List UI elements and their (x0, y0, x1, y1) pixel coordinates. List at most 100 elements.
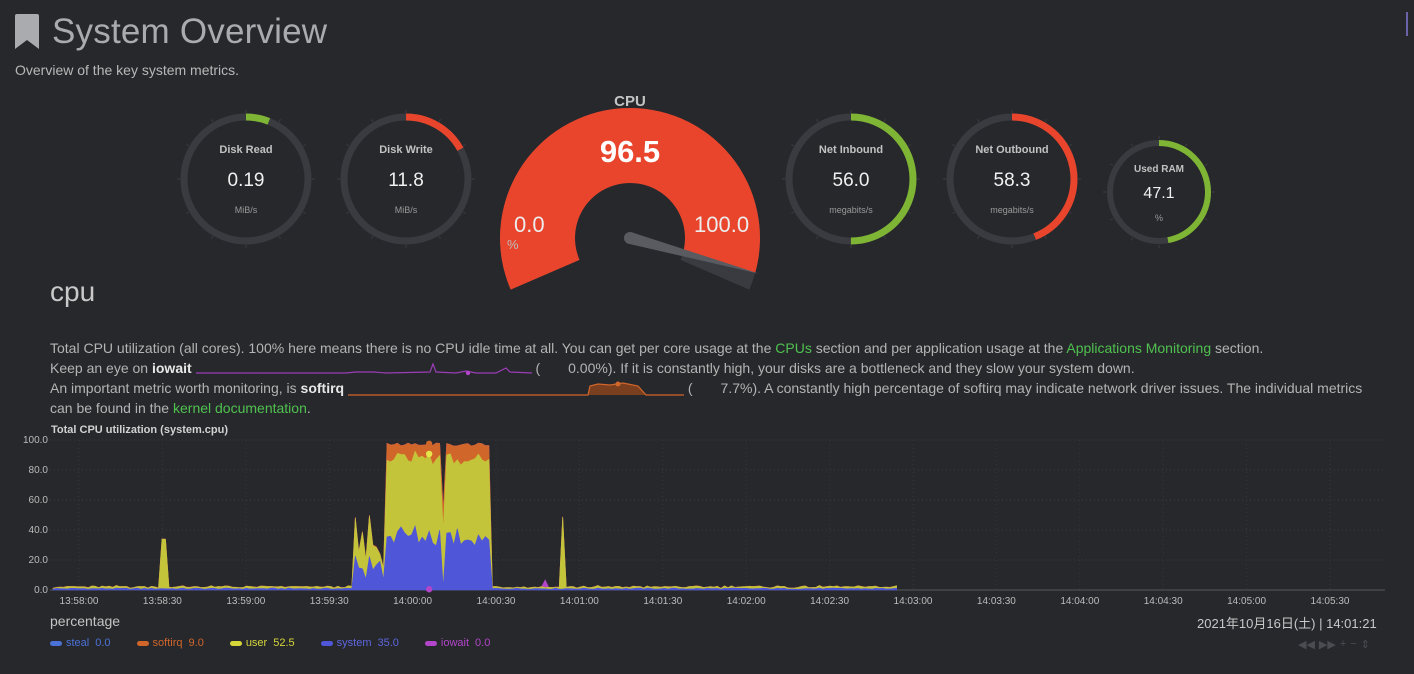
legend-item-iowait[interactable]: iowait 0.0 (424, 637, 490, 649)
x-tick-label: 13:59:00 (226, 596, 265, 607)
legend-item-softirq[interactable]: softirq 9.0 (136, 637, 204, 649)
gauge-tick (883, 118, 886, 123)
y-tick-label: 40.0 (29, 525, 49, 536)
gauge-cpu[interactable]: CPU 96.5 0.0 100.0 % (500, 88, 761, 290)
gauge-tick (211, 235, 214, 240)
disk-write-arc (340, 113, 472, 245)
gauge-tick (790, 211, 795, 214)
gauge-tick (462, 144, 467, 147)
section-description-line4: can be found in the kernel documentation… (50, 400, 311, 416)
used-ram-ring (1103, 136, 1215, 248)
legend-name: softirq (152, 637, 183, 649)
x-tick-label: 14:05:30 (1311, 596, 1350, 607)
pan-right-icon[interactable]: ▶▶ (1318, 639, 1336, 651)
hover-marker (425, 586, 433, 593)
legend-value: 9.0 (188, 637, 204, 649)
gauge-tick (1130, 237, 1133, 241)
iowait-value: 0.00% (568, 360, 608, 376)
x-tick-label: 14:03:30 (977, 596, 1016, 607)
x-tick-label: 14:01:30 (643, 596, 682, 607)
cpu-gauge-max: 100.0 (694, 212, 750, 237)
softirq-sparkline[interactable] (347, 380, 684, 398)
gauge-disk-write[interactable]: Disk Write 11.8 MiB/s (337, 110, 475, 248)
gauge-tick (1204, 163, 1208, 166)
net-inbound-arc (785, 113, 917, 245)
legend-swatch (50, 640, 62, 646)
iowait-sparkline[interactable] (195, 360, 532, 378)
chart-toolbox: ◀◀ ▶▶ + − ⇕ (1298, 638, 1370, 651)
x-tick-label: 14:04:00 (1060, 596, 1099, 607)
scroll-indicator[interactable] (1406, 12, 1408, 36)
gauge-value: 11.8 (388, 170, 424, 191)
hover-marker (425, 450, 433, 458)
legend-item-steal[interactable]: steal 0.0 (50, 637, 111, 649)
legend-value: 35.0 (377, 637, 399, 649)
net-inbound-ring (782, 110, 920, 248)
gauge-label: Used RAM (1133, 164, 1184, 175)
gauge-tick (1044, 235, 1047, 240)
gauge-tick (790, 144, 795, 147)
gauge-tick (1110, 218, 1114, 221)
section-description-line2: Keep an eye on iowait ( 0.00%). If it is… (50, 360, 1135, 378)
gauge-tick (211, 118, 214, 123)
gauge-tick (1130, 143, 1133, 147)
text: An important metric worth monitoring, is (50, 380, 301, 396)
cpu-utilization-chart[interactable]: 0.0 20.0 40.0 60.0 80.0 100.0 13:58:00 13:58:30… (0, 430, 1414, 610)
chart-timestamp: 2021年10月16日(土) | 14:01:21 (1197, 616, 1377, 631)
legend-name: system (336, 637, 372, 649)
gauge-tick (462, 211, 467, 214)
gauge-value: 56.0 (832, 170, 870, 191)
gauge-tick (977, 118, 980, 123)
gauge-tick (185, 144, 190, 147)
pan-left-icon[interactable]: ◀◀ (1298, 639, 1315, 651)
gauge-tick (278, 118, 281, 123)
gauge-tick (951, 211, 956, 214)
page-title: System Overview (52, 12, 328, 51)
gauge-net-inbound[interactable]: Net Inbound 56.0 megabits/s (782, 110, 920, 248)
zoom-out-icon[interactable]: − (1350, 638, 1357, 650)
gauge-used-ram[interactable]: Used RAM 47.1% (1103, 136, 1215, 248)
chart-units-label: percentage (50, 613, 121, 629)
link-kernel-documentation[interactable]: kernel documentation (173, 400, 307, 416)
page-header: System Overview (14, 10, 327, 54)
x-tick-label: 13:58:30 (143, 596, 182, 607)
x-tick-label: 14:00:00 (393, 596, 432, 607)
gauge-value: 58.3 (993, 170, 1031, 191)
x-tick-label: 13:58:00 (60, 596, 99, 607)
text: ( (535, 360, 541, 376)
legend-swatch (136, 640, 149, 646)
gauge-net-outbound[interactable]: Net Outbound 58.3 megabits/s (943, 110, 1081, 248)
text: ). If it is constantly high, your disks … (607, 360, 1135, 376)
legend-name: iowait (440, 637, 470, 649)
gauge-tick (345, 144, 350, 147)
gauge-unit: MiB/s (394, 205, 418, 215)
bookmark-icon (15, 14, 39, 49)
section-description-line3: An important metric worth monitoring, is… (50, 380, 1362, 398)
gauge-tick (1185, 143, 1188, 147)
legend-item-system[interactable]: system 35.0 (320, 637, 399, 649)
gauge-tick (816, 235, 819, 240)
section-description-line1: Total CPU utilization (all cores). 100% … (50, 340, 1263, 356)
gauge-tick (438, 235, 441, 240)
legend-swatch (229, 640, 242, 646)
text: ). A constantly high percentage of softi… (752, 380, 1363, 396)
link-cpus[interactable]: CPUs (775, 340, 812, 356)
zoom-in-icon[interactable]: + (1339, 638, 1347, 650)
gauge-label: Net Outbound (975, 144, 1049, 156)
chart-legend: steal 0.0 softirq 9.0 user 52.5 system 3… (50, 637, 516, 649)
gauge-tick (883, 235, 886, 240)
gauge-tick (1110, 163, 1114, 166)
resize-icon[interactable]: ⇕ (1360, 639, 1370, 651)
link-applications-monitoring[interactable]: Applications Monitoring (1066, 340, 1212, 356)
legend-item-user[interactable]: user 52.5 (229, 637, 295, 649)
gauge-tick (345, 211, 350, 214)
legend-name: steal (66, 637, 90, 649)
gauge-label: Disk Write (379, 144, 433, 156)
disk-read-arc (180, 113, 312, 245)
cpu-gauge-fill (500, 108, 760, 290)
gauge-label: Net Inbound (818, 144, 884, 156)
gauge-unit: MiB/s (234, 205, 258, 215)
net-outbound-ring (943, 110, 1081, 248)
disk-read-ring (177, 110, 315, 248)
gauge-disk-read[interactable]: Disk Read 0.19 MiB/s (177, 110, 315, 248)
